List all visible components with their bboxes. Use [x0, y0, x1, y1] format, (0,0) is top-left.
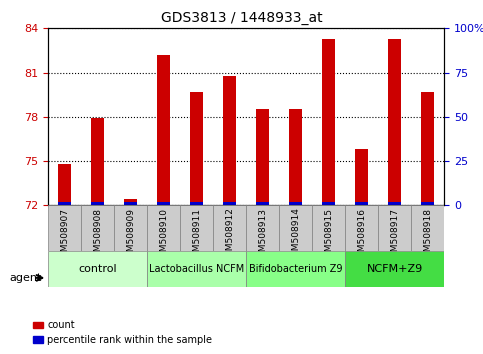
FancyBboxPatch shape — [48, 251, 147, 287]
Text: agent: agent — [10, 273, 42, 283]
FancyBboxPatch shape — [81, 205, 114, 251]
Text: GDS3813 / 1448933_at: GDS3813 / 1448933_at — [161, 11, 322, 25]
Bar — [58, 164, 71, 205]
Bar — [355, 202, 369, 205]
Text: Lactobacillus NCFM: Lactobacillus NCFM — [149, 264, 244, 274]
Bar — [289, 202, 302, 205]
FancyBboxPatch shape — [345, 205, 378, 251]
Text: GSM508918: GSM508918 — [424, 207, 432, 263]
Text: Bifidobacterium Z9: Bifidobacterium Z9 — [249, 264, 342, 274]
Bar — [124, 199, 138, 205]
Text: GSM508911: GSM508911 — [192, 207, 201, 263]
Bar — [58, 202, 71, 205]
Bar — [256, 202, 270, 205]
FancyBboxPatch shape — [345, 251, 444, 287]
Bar — [190, 202, 203, 205]
Bar — [322, 202, 335, 205]
Text: GSM508907: GSM508907 — [60, 207, 69, 263]
Bar — [322, 39, 335, 205]
FancyBboxPatch shape — [147, 205, 180, 251]
Text: GSM508912: GSM508912 — [226, 207, 234, 263]
Bar — [223, 202, 237, 205]
Bar — [157, 55, 170, 205]
Bar — [289, 109, 302, 205]
Text: GSM508917: GSM508917 — [390, 207, 399, 263]
FancyBboxPatch shape — [213, 205, 246, 251]
FancyBboxPatch shape — [313, 205, 345, 251]
Bar — [421, 202, 435, 205]
Bar — [91, 202, 104, 205]
Bar — [388, 39, 401, 205]
FancyBboxPatch shape — [279, 205, 313, 251]
Bar — [124, 202, 138, 205]
Text: GSM508909: GSM508909 — [127, 207, 135, 263]
Text: GSM508908: GSM508908 — [93, 207, 102, 263]
Text: GSM508916: GSM508916 — [357, 207, 366, 263]
Text: GSM508910: GSM508910 — [159, 207, 168, 263]
FancyBboxPatch shape — [147, 251, 246, 287]
Bar — [421, 92, 435, 205]
FancyBboxPatch shape — [48, 205, 81, 251]
FancyBboxPatch shape — [412, 205, 444, 251]
Text: GSM508914: GSM508914 — [291, 207, 300, 263]
Text: NCFM+Z9: NCFM+Z9 — [367, 264, 423, 274]
Legend: count, percentile rank within the sample: count, percentile rank within the sample — [29, 316, 216, 349]
Bar — [256, 109, 270, 205]
Bar — [355, 149, 369, 205]
Bar — [190, 92, 203, 205]
FancyBboxPatch shape — [180, 205, 213, 251]
Text: GSM508913: GSM508913 — [258, 207, 267, 263]
Bar — [223, 75, 237, 205]
Bar — [388, 202, 401, 205]
Text: control: control — [79, 264, 117, 274]
FancyBboxPatch shape — [378, 205, 412, 251]
Bar — [157, 202, 170, 205]
Text: GSM508915: GSM508915 — [325, 207, 333, 263]
FancyBboxPatch shape — [246, 251, 345, 287]
FancyBboxPatch shape — [114, 205, 147, 251]
Bar — [91, 118, 104, 205]
FancyBboxPatch shape — [246, 205, 279, 251]
